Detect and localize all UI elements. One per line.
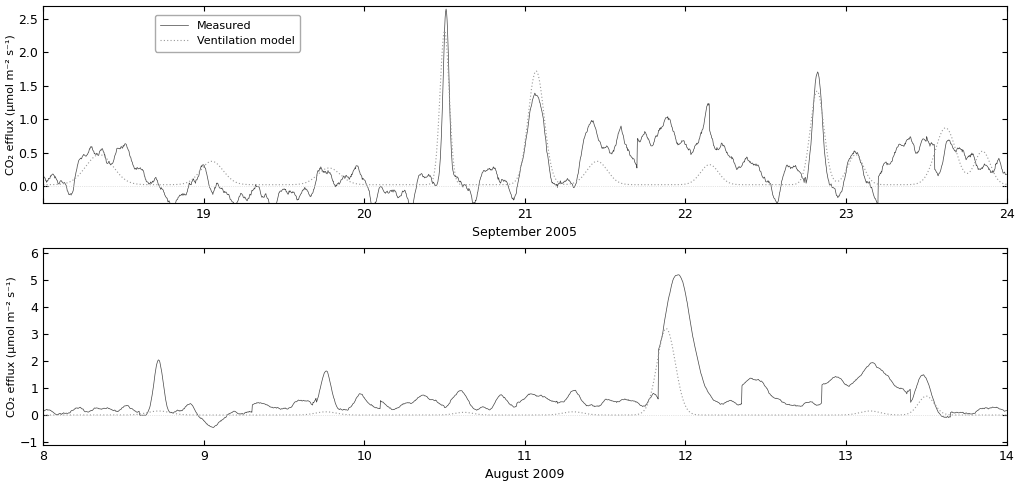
Ventilation model bbox=[972, 150, 984, 156]
Measured bbox=[972, 406, 984, 412]
Ventilation model bbox=[971, 412, 983, 418]
Measured bbox=[796, 175, 808, 181]
Y-axis label: CO₂ efflux (μmol m⁻² s⁻¹): CO₂ efflux (μmol m⁻² s⁻¹) bbox=[5, 34, 15, 174]
Measured bbox=[87, 408, 99, 413]
Ventilation model bbox=[505, 412, 518, 418]
Line: Ventilation model: Ventilation model bbox=[43, 31, 1006, 185]
Measured bbox=[796, 403, 808, 409]
Ventilation model bbox=[481, 182, 493, 187]
X-axis label: August 2009: August 2009 bbox=[485, 468, 564, 482]
Measured bbox=[480, 406, 492, 412]
Line: Ventilation model: Ventilation model bbox=[43, 329, 1006, 415]
Line: Measured: Measured bbox=[43, 275, 1006, 428]
Ventilation model bbox=[480, 412, 492, 418]
Ventilation model bbox=[438, 28, 450, 34]
Ventilation model bbox=[506, 180, 519, 186]
Measured bbox=[972, 406, 984, 412]
Ventilation model bbox=[404, 182, 416, 187]
Ventilation model bbox=[87, 412, 99, 418]
Measured bbox=[1000, 171, 1012, 177]
Measured bbox=[505, 403, 518, 409]
Measured bbox=[1000, 408, 1012, 413]
Ventilation model bbox=[796, 172, 808, 178]
Measured bbox=[266, 210, 278, 216]
Measured bbox=[207, 425, 219, 431]
X-axis label: September 2005: September 2005 bbox=[472, 226, 577, 239]
Measured bbox=[481, 168, 493, 173]
Measured bbox=[87, 146, 99, 151]
Measured bbox=[37, 409, 49, 415]
Measured bbox=[37, 173, 49, 179]
Measured bbox=[439, 6, 451, 12]
Ventilation model bbox=[972, 412, 984, 418]
Ventilation model bbox=[659, 326, 672, 332]
Ventilation model bbox=[1000, 412, 1012, 418]
Measured bbox=[972, 166, 984, 172]
Ventilation model bbox=[1000, 182, 1012, 187]
Measured bbox=[672, 272, 684, 278]
Ventilation model bbox=[37, 412, 49, 418]
Ventilation model bbox=[37, 182, 49, 187]
Measured bbox=[506, 196, 519, 202]
Legend: Measured, Ventilation model: Measured, Ventilation model bbox=[155, 15, 300, 52]
Measured bbox=[972, 166, 984, 172]
Line: Measured: Measured bbox=[43, 9, 1006, 213]
Y-axis label: CO₂ efflux (μmol m⁻² s⁻¹): CO₂ efflux (μmol m⁻² s⁻¹) bbox=[7, 276, 17, 417]
Ventilation model bbox=[972, 151, 984, 157]
Ventilation model bbox=[796, 412, 808, 418]
Ventilation model bbox=[87, 155, 99, 161]
